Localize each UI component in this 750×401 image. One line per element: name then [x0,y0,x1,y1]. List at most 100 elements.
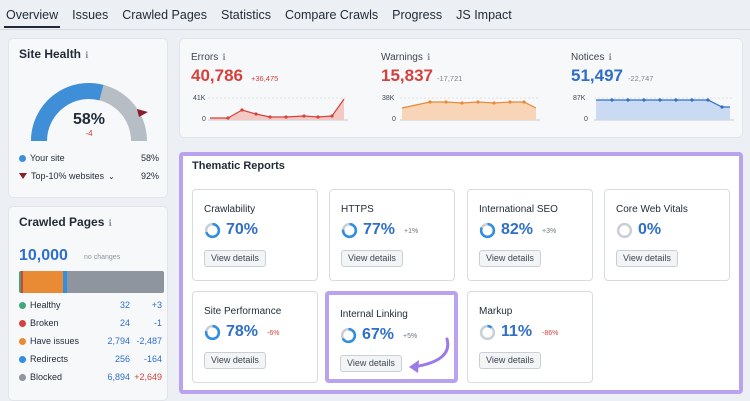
notices-axis-max: 87K [573,95,586,102]
row-value[interactable]: 6,894 [107,372,130,382]
view-details-button[interactable]: View details [204,352,266,369]
crawled-pages-no-changes: no changes [84,254,121,261]
crawled-row-healthy[interactable]: Healthy 32 +3 [19,300,162,310]
report-card-site-performance[interactable]: Site Performance 78% -6% View details [192,291,318,383]
tab-js-impact[interactable]: JS Impact [456,7,512,22]
notices-delta: -22,747 [628,74,654,83]
view-details-button[interactable]: View details [479,250,541,267]
crawled-row-have-issues[interactable]: Have issues 2,794 -2,487 [19,336,162,346]
crawled-pages-card: Crawled Pages ℹ 10,000 no changes Healthy… [8,206,168,401]
errors-line [210,98,345,119]
report-delta: +3% [542,228,557,235]
progress-ring-icon [616,222,633,239]
warnings-point [492,101,496,105]
report-card-markup[interactable]: Markup 11% -86% View details [467,291,593,383]
progress-ring-icon [204,324,221,341]
warnings-point [476,100,480,104]
view-details-button[interactable]: View details [204,250,266,267]
view-details-button[interactable]: View details [341,250,403,267]
row-value[interactable]: 32 [119,300,130,310]
info-icon[interactable]: ℹ [608,52,612,62]
info-icon[interactable]: ℹ [85,50,89,60]
healthy-dot-icon [19,301,26,309]
report-value: 0% [638,221,662,238]
warnings-point [508,100,512,104]
crawled-row-blocked[interactable]: Blocked 6,894 +2,649 [19,372,162,382]
crawled-pages-count: 10,000 [19,247,68,264]
notices-point [626,98,630,102]
chevron-down-icon[interactable]: ⌄ [108,171,115,181]
crawled-row-broken[interactable]: Broken 24 -1 [19,318,162,328]
progress-ring-icon [341,222,358,239]
row-label: Have issues [30,336,80,346]
report-name: International SEO [479,204,558,215]
notices-metric[interactable]: Notices ℹ 51,497 -22,747 [561,38,743,138]
report-name: Crawlability [204,204,256,215]
issues-summary-card [179,38,743,138]
site-health-percent: 58% [72,111,106,128]
view-details-button[interactable]: View details [479,352,541,369]
tab-compare-crawls[interactable]: Compare Crawls [285,7,379,22]
bar-segment-healthy [19,271,21,293]
notices-axis-zero: 0 [584,116,588,123]
warnings-axis-zero: 0 [392,116,396,123]
tab-issues[interactable]: Issues [72,7,109,22]
triangle-down-icon [19,173,27,179]
notices-point [690,98,694,102]
warnings-value[interactable]: 15,837 [381,66,433,85]
info-icon[interactable]: ℹ [426,52,431,62]
row-value[interactable]: 2,794 [107,336,130,346]
report-card-international-seo[interactable]: International SEO 82% +3% View details [467,189,593,281]
report-delta: -86% [542,330,559,337]
notices-point [706,98,710,102]
errors-value[interactable]: 40,786 [191,66,243,85]
row-value[interactable]: 256 [114,354,130,364]
errors-axis-max: 41K [193,95,206,102]
info-icon[interactable]: ℹ [108,218,112,228]
site-health-gauge [31,83,148,142]
warnings-sparkline [400,97,540,121]
site-health-card: Site Health ℹ 58% -4 Your site 58% Top-10… [8,38,168,198]
errors-metric[interactable]: Errors ℹ 40,786 +36,475 [181,38,367,138]
view-details-button[interactable]: View details [340,355,402,372]
errors-point [302,114,306,118]
errors-point [226,116,230,120]
tab-progress[interactable]: Progress [392,7,443,22]
bar-segment-issues [23,271,63,293]
report-value: 77% [363,221,396,238]
report-value: 82% [501,221,534,238]
notices-point [642,98,646,102]
top10-row[interactable]: Top-10% websites ⌄ 92% [19,171,159,181]
tab-overview[interactable]: Overview [4,2,61,28]
warnings-point [428,100,432,104]
notices-point [658,98,662,102]
report-card-internal-linking[interactable]: Internal Linking 67% +5% View details [325,291,458,383]
row-value[interactable]: 24 [119,318,130,328]
report-name: Site Performance [204,306,282,317]
warnings-label: Warnings [381,52,423,63]
warnings-metric[interactable]: Warnings ℹ 15,837 -17,721 [371,38,557,138]
top10-value: 92% [140,171,159,181]
errors-label: Errors [191,52,219,63]
report-name: Markup [479,306,513,317]
report-card-crawlability[interactable]: Crawlability 70% View details [192,189,318,281]
tab-crawled-pages[interactable]: Crawled Pages [122,7,207,22]
report-card-core-web-vitals[interactable]: Core Web Vitals 0% View details [604,189,730,281]
top10-marker-icon [137,109,148,117]
report-card-https[interactable]: HTTPS 77% +1% View details [329,189,455,281]
notices-point [610,98,614,102]
progress-ring-icon [479,222,496,239]
row-label: Blocked [30,372,63,382]
notices-sparkline [594,97,734,121]
crawled-row-redirects[interactable]: Redirects 256 -164 [19,354,162,364]
warnings-point [460,101,464,105]
info-icon[interactable]: ℹ [222,52,226,62]
arrow-pointer-icon [409,337,450,373]
errors-point [316,115,320,119]
crawled-pages-title: Crawled Pages [19,215,105,229]
row-delta: -2,487 [136,336,162,346]
notices-value[interactable]: 51,497 [571,66,623,85]
view-details-button[interactable]: View details [616,250,678,267]
your-site-row: Your site 58% [19,153,159,163]
tab-statistics[interactable]: Statistics [221,7,272,22]
